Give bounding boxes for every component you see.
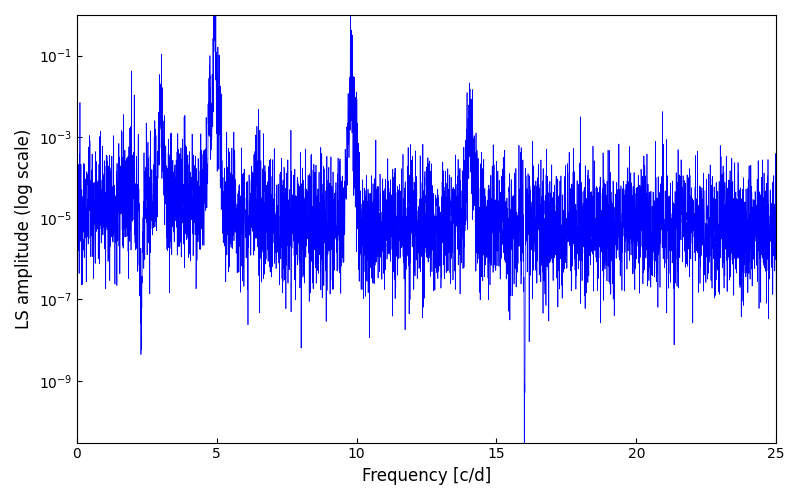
Y-axis label: LS amplitude (log scale): LS amplitude (log scale) [15,128,33,329]
X-axis label: Frequency [c/d]: Frequency [c/d] [362,467,491,485]
